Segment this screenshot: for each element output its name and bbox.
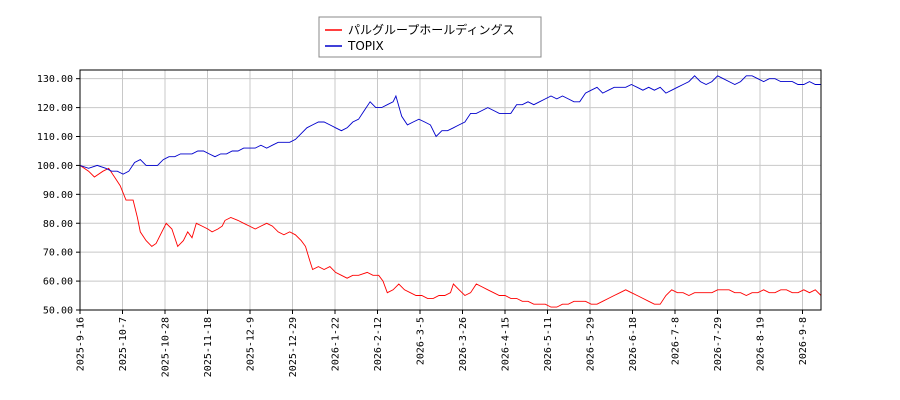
legend-box xyxy=(318,16,542,58)
y-tick-label: 120.00 xyxy=(37,103,73,114)
x-tick-label: 2026-1-22 xyxy=(331,317,342,371)
y-tick-label: 60.00 xyxy=(43,277,73,288)
x-tick-label: 2026-3-5 xyxy=(416,317,427,365)
x-tick-label: 2026-2-12 xyxy=(373,317,384,371)
y-tick-label: 110.00 xyxy=(37,132,73,143)
x-tick-label: 2026-5-29 xyxy=(586,317,597,371)
series-line-pal xyxy=(79,165,822,308)
series-line-topix xyxy=(79,75,821,175)
x-tick-label: 2025-12-9 xyxy=(246,317,257,371)
x-tick-label: 2026-9-8 xyxy=(798,317,809,365)
x-axis-ticks: 2025-9-16 2025-10-7 2025-10-28 2025-11-18 20… xyxy=(76,310,809,377)
x-tick-label: 2025-9-16 xyxy=(76,317,87,371)
y-tick-label: 130.00 xyxy=(37,74,73,85)
legend-label-topix: TOPIX xyxy=(347,39,384,53)
y-tick-label: 90.00 xyxy=(43,190,73,201)
legend-label-pal: パルグループホールディングス xyxy=(348,22,514,37)
y-tick-label: 100.00 xyxy=(37,161,73,172)
x-tick-label: 2026-3-26 xyxy=(458,317,469,371)
x-tick-label: 2026-7-8 xyxy=(671,317,682,365)
legend: パルグループホールディングス TOPIX xyxy=(318,16,542,58)
x-tick-label: 2026-7-29 xyxy=(713,317,724,371)
x-tick-label: 2025-11-18 xyxy=(203,317,214,377)
y-tick-label: 70.00 xyxy=(43,248,73,259)
x-tick-label: 2026-8-19 xyxy=(756,317,767,371)
x-tick-label: 2026-4-15 xyxy=(501,317,512,371)
series-lines xyxy=(79,75,822,308)
grid-lines xyxy=(79,70,821,311)
y-tick-label: 80.00 xyxy=(43,219,73,230)
x-tick-label: 2025-10-28 xyxy=(161,317,172,377)
plot-frame xyxy=(79,69,822,311)
y-tick-label: 50.00 xyxy=(43,306,73,317)
y-axis-ticks: 50.00 60.00 70.00 80.00 90.00 100.00 110.00 120… xyxy=(37,74,80,317)
x-tick-label: 2025-12-29 xyxy=(288,317,299,377)
x-tick-label: 2025-10-7 xyxy=(118,317,129,371)
x-tick-label: 2026-5-11 xyxy=(543,317,554,371)
x-tick-label: 2026-6-18 xyxy=(628,317,639,371)
